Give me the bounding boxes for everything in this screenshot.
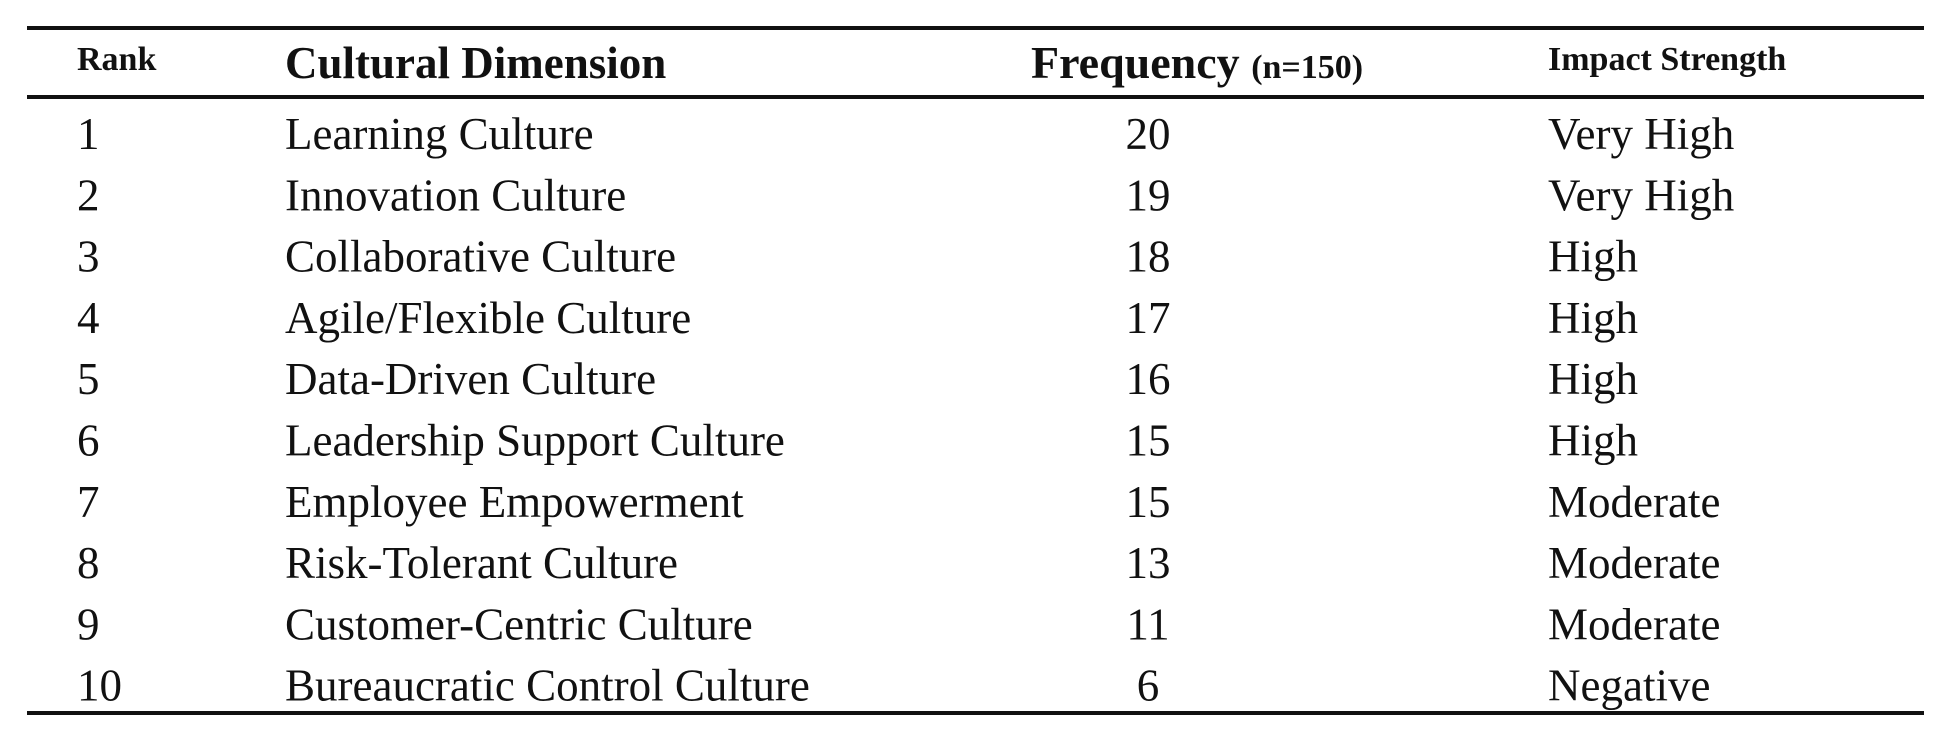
rank-cell: 4 bbox=[77, 293, 100, 343]
rank-cell: 10 bbox=[77, 661, 122, 711]
frequency-cell: 16 bbox=[1126, 354, 1171, 404]
rank-cell: 3 bbox=[77, 232, 100, 282]
rank-cell: 2 bbox=[77, 170, 100, 220]
rank-cell: 6 bbox=[77, 416, 100, 466]
header-dimension: Cultural Dimension bbox=[285, 38, 666, 88]
header-frequency-label: Frequency bbox=[1031, 37, 1240, 88]
header-frequency-note: (n=150) bbox=[1251, 49, 1363, 86]
frequency-cell: 17 bbox=[1126, 293, 1171, 343]
impact-cell: High bbox=[1548, 416, 1638, 466]
rank-cell: 1 bbox=[77, 109, 100, 159]
dimension-cell: Customer-Centric Culture bbox=[285, 599, 753, 649]
dimension-cell: Employee Empowerment bbox=[285, 477, 744, 527]
frequency-cell: 15 bbox=[1126, 416, 1171, 466]
frequency-cell: 6 bbox=[1137, 661, 1160, 711]
impact-cell: High bbox=[1548, 293, 1638, 343]
rank-cell: 5 bbox=[77, 354, 100, 404]
impact-cell: Moderate bbox=[1548, 599, 1720, 649]
header-frequency: Frequency (n=150) bbox=[1031, 37, 1363, 88]
dimension-cell: Bureaucratic Control Culture bbox=[285, 661, 810, 711]
frequency-cell: 11 bbox=[1126, 599, 1169, 649]
rank-cell: 9 bbox=[77, 599, 100, 649]
dimension-cell: Agile/Flexible Culture bbox=[285, 293, 691, 343]
frequency-cell: 18 bbox=[1126, 232, 1171, 282]
rank-cell: 8 bbox=[77, 538, 100, 588]
dimension-cell: Innovation Culture bbox=[285, 170, 626, 220]
frequency-cell: 19 bbox=[1126, 170, 1171, 220]
dimension-cell: Leadership Support Culture bbox=[285, 416, 785, 466]
dimension-cell: Collaborative Culture bbox=[285, 232, 676, 282]
impact-cell: High bbox=[1548, 232, 1638, 282]
impact-cell: Very High bbox=[1548, 170, 1734, 220]
impact-cell: Moderate bbox=[1548, 538, 1720, 588]
dimension-cell: Learning Culture bbox=[285, 109, 594, 159]
dimension-cell: Data-Driven Culture bbox=[285, 354, 656, 404]
rank-cell: 7 bbox=[77, 477, 100, 527]
header-rank: Rank bbox=[77, 41, 156, 78]
impact-cell: Moderate bbox=[1548, 477, 1720, 527]
header-impact: Impact Strength bbox=[1548, 41, 1786, 78]
impact-cell: Very High bbox=[1548, 109, 1734, 159]
frequency-cell: 15 bbox=[1126, 477, 1171, 527]
frequency-cell: 20 bbox=[1126, 109, 1171, 159]
dimension-cell: Risk-Tolerant Culture bbox=[285, 538, 678, 588]
frequency-cell: 13 bbox=[1126, 538, 1171, 588]
impact-cell: High bbox=[1548, 354, 1638, 404]
impact-cell: Negative bbox=[1548, 661, 1710, 711]
